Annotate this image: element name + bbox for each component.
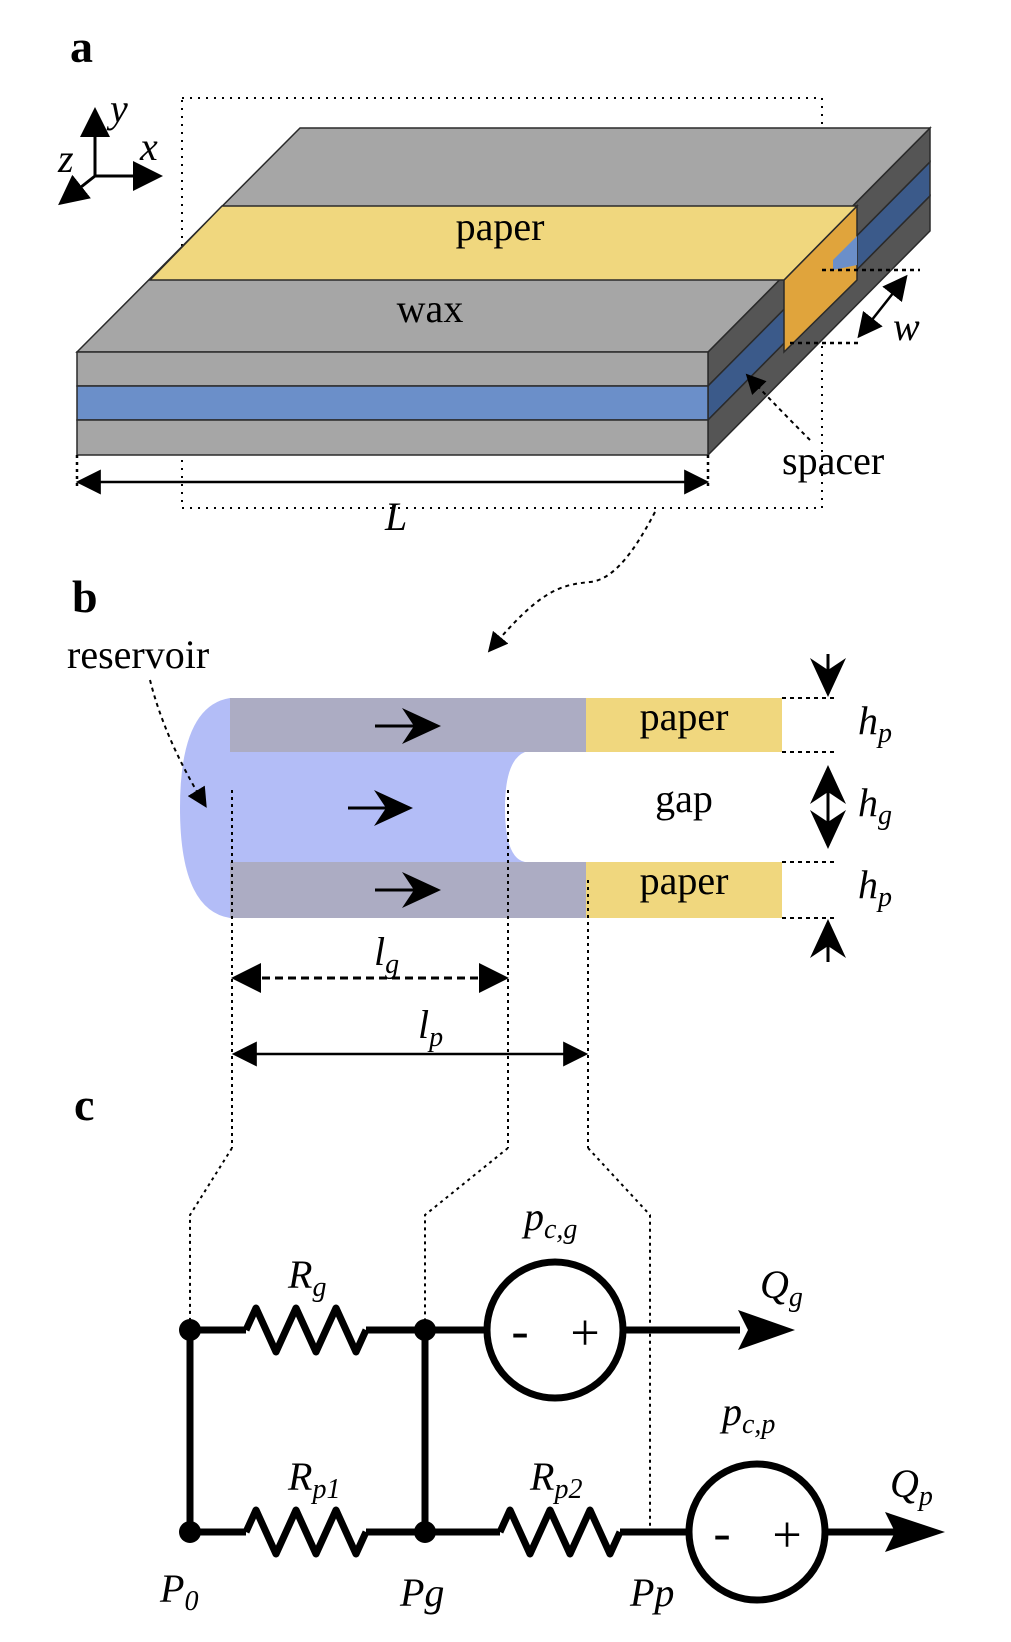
lp-label: lp [418, 1002, 443, 1053]
resistor-rp1 [242, 1506, 370, 1558]
height-markers [782, 654, 846, 962]
qp-arrowhead [885, 1512, 945, 1552]
resistor-rg [242, 1304, 370, 1356]
panel-c-label: c [74, 1079, 94, 1130]
zoom-connector-arrow [487, 511, 656, 653]
panel-b-label: b [72, 571, 98, 622]
length-dimension [75, 455, 710, 495]
node-top-middle [414, 1319, 436, 1341]
rp1-label: Rp1 [287, 1454, 340, 1505]
reservoir-pointer [149, 679, 207, 808]
hg-label: hg [858, 780, 892, 831]
channel-front [76, 385, 709, 421]
source-pcp [685, 1460, 829, 1604]
resistor-rp2 [496, 1506, 624, 1558]
w-arrow [857, 274, 908, 339]
pcp-label: pc,p [719, 1389, 775, 1440]
lg-label: lg [374, 929, 399, 980]
circuit-nodes [179, 1319, 436, 1543]
paper-top-label: paper [640, 694, 729, 739]
pp-label: Pp [629, 1570, 674, 1615]
axis-z-label: z [57, 136, 74, 181]
panel-a-label: a [70, 21, 93, 72]
pcp-minus: - [713, 1505, 730, 1562]
reservoir-label: reservoir [67, 632, 209, 677]
z-axis-arrow [58, 174, 96, 206]
qg-arrowhead [738, 1310, 795, 1350]
spacer-pointer [745, 373, 811, 441]
reservoir-fluid [180, 698, 230, 918]
dry-paper-top [586, 698, 782, 752]
l-label: L [384, 494, 407, 539]
pcg-plus: + [570, 1305, 599, 1362]
layer-stack [75, 126, 932, 457]
flow-arrows [348, 708, 441, 908]
dry-paper-bottom [586, 862, 782, 918]
qg-label: Qg [760, 1262, 803, 1313]
paper-label: paper [456, 204, 545, 249]
axis-triad [58, 107, 163, 206]
width-dimension [790, 268, 920, 345]
channel-notch [833, 236, 857, 270]
length-markers [231, 790, 589, 1148]
hp-bottom-label: hp [858, 862, 892, 913]
pcg-label: pc,g [521, 1194, 577, 1245]
qp-label: Qp [890, 1461, 933, 1512]
w-label: w [893, 304, 920, 349]
panel-b: b reservoir paper paper gap [67, 571, 892, 1148]
panel-a: a y x z pape [57, 21, 932, 653]
panel-c: c [74, 1079, 945, 1617]
node-pg [414, 1521, 436, 1543]
pg-label: Pg [399, 1570, 444, 1615]
gap-label: gap [655, 776, 713, 821]
spacer-label: spacer [782, 438, 884, 483]
wax-front-bottom [76, 419, 709, 456]
wax-label: wax [397, 286, 464, 331]
axis-y-label: y [106, 86, 128, 131]
source-pcg [483, 1258, 627, 1402]
circuit [186, 1258, 900, 1604]
pcp-plus: + [772, 1507, 801, 1564]
node-top-left [179, 1319, 201, 1341]
paper-bottom-label: paper [640, 858, 729, 903]
pcg-minus: - [511, 1303, 528, 1360]
p0-label: P0 [159, 1566, 198, 1617]
rp2-label: Rp2 [529, 1454, 582, 1505]
node-p0 [179, 1521, 201, 1543]
zoom-region-box [181, 97, 823, 509]
hp-top-label: hp [858, 698, 892, 749]
wax-front-top [76, 351, 709, 387]
paper-strip-top [148, 205, 859, 281]
axis-x-label: x [139, 124, 158, 169]
connector-lines [189, 1147, 651, 1530]
rg-label: Rg [287, 1252, 326, 1303]
